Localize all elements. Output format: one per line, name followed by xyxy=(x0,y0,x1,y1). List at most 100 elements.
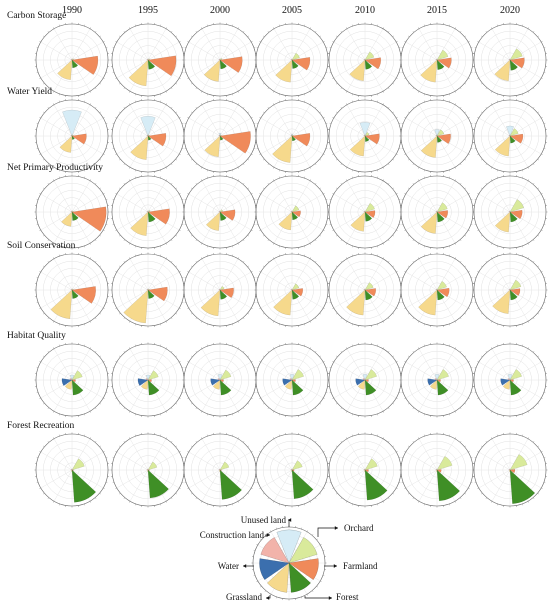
ring-tick xyxy=(325,366,328,368)
ring-tick xyxy=(329,366,332,368)
ring-tick xyxy=(340,239,343,241)
ring-tick xyxy=(181,122,184,124)
ring-tick xyxy=(123,497,126,499)
polar-chart-forest-recreation-2005 xyxy=(254,432,330,508)
ring-tick xyxy=(543,366,546,368)
bar-farmland xyxy=(436,133,451,144)
ring-tick xyxy=(89,411,91,413)
bar-orchard xyxy=(436,281,447,291)
polar-chart-water-yield-1990 xyxy=(34,98,110,174)
ring-tick xyxy=(206,169,208,172)
grid-spoke xyxy=(129,348,149,381)
bar-orchard xyxy=(219,209,223,213)
ring-tick xyxy=(418,243,420,245)
ring-tick xyxy=(278,434,280,437)
ring-tick xyxy=(89,321,91,323)
grid-spoke xyxy=(188,117,221,137)
ring-tick xyxy=(481,187,483,190)
ring-tick xyxy=(256,580,258,582)
bar-orchard xyxy=(147,288,150,291)
ring-tick xyxy=(532,31,535,33)
polar-chart-forest-recreation-1990 xyxy=(34,432,110,508)
grid-spoke xyxy=(40,193,73,213)
bar-forest xyxy=(291,469,314,499)
bar-forest xyxy=(147,379,160,396)
ring-tick xyxy=(423,503,425,506)
ring-tick xyxy=(36,276,39,278)
ring-tick xyxy=(382,437,384,439)
bar-grassland xyxy=(435,469,438,472)
ring-tick xyxy=(47,351,50,353)
ring-tick xyxy=(253,575,256,577)
year-label-1990: 1990 xyxy=(62,5,82,16)
bar-construction-land xyxy=(508,468,511,471)
ring-tick xyxy=(329,224,332,226)
grid-spoke xyxy=(491,469,511,502)
ring-tick xyxy=(84,254,86,257)
ring-tick xyxy=(346,347,348,349)
grid-spoke xyxy=(219,469,252,489)
ring-tick xyxy=(267,31,270,33)
ring-tick xyxy=(263,234,265,237)
ring-tick xyxy=(412,239,415,241)
ring-tick xyxy=(532,441,535,443)
grid-spoke xyxy=(273,180,293,213)
ring-tick xyxy=(36,366,39,368)
ring-tick xyxy=(247,402,249,405)
ring-tick xyxy=(404,271,406,273)
polar-chart-forest-recreation-2010 xyxy=(327,432,403,508)
bar-forest xyxy=(71,379,84,396)
ring-tick xyxy=(336,492,338,495)
ring-tick xyxy=(346,179,348,181)
grid-spoke xyxy=(147,28,167,61)
ring-tick xyxy=(119,312,121,315)
grid-spoke xyxy=(129,28,149,61)
grid-spoke xyxy=(53,258,73,291)
ring-tick xyxy=(232,245,234,248)
ring-tick xyxy=(237,437,239,439)
ring-tick xyxy=(263,82,265,85)
bar-construction-land xyxy=(145,377,149,381)
grid-spoke xyxy=(478,193,511,213)
ring-tick xyxy=(404,361,406,363)
ring-tick xyxy=(408,35,410,38)
bar-construction-land xyxy=(508,288,511,291)
grid-spoke xyxy=(260,469,293,489)
ring-tick xyxy=(527,411,529,413)
ring-tick xyxy=(408,187,410,190)
ring-tick xyxy=(309,347,311,349)
ring-tick xyxy=(165,411,167,413)
bar-grassland xyxy=(492,289,511,314)
ring-tick xyxy=(43,355,45,358)
ring-tick xyxy=(36,198,39,200)
ring-tick xyxy=(232,434,234,437)
ring-tick xyxy=(103,41,105,43)
ring-tick xyxy=(522,176,524,179)
ring-tick xyxy=(481,402,483,405)
ring-tick xyxy=(115,229,117,231)
ring-tick xyxy=(43,158,45,161)
ring-tick xyxy=(537,111,539,114)
ring-tick xyxy=(232,24,234,27)
ring-tick xyxy=(340,107,343,109)
bar-grassland xyxy=(357,379,366,390)
ring-tick xyxy=(532,317,535,319)
ring-tick xyxy=(253,366,256,368)
ring-tick xyxy=(412,351,415,353)
polar-chart-forest-recreation-2015 xyxy=(399,432,475,508)
bar-orchard xyxy=(71,58,74,61)
bar-farmland xyxy=(219,56,243,73)
ring-tick xyxy=(423,323,425,326)
polar-chart-carbon-storage-2010 xyxy=(327,22,403,98)
bar-farmland xyxy=(291,210,301,218)
bar-forest xyxy=(291,289,300,300)
ring-tick xyxy=(99,35,101,38)
grid-spoke xyxy=(346,104,366,137)
ring-tick xyxy=(470,224,473,226)
bar-grassland xyxy=(420,211,438,234)
bar-grassland xyxy=(275,59,293,83)
bar-orchard xyxy=(147,58,150,61)
ring-tick xyxy=(129,179,131,181)
ring-tick xyxy=(99,355,101,358)
ring-tick xyxy=(396,307,398,309)
